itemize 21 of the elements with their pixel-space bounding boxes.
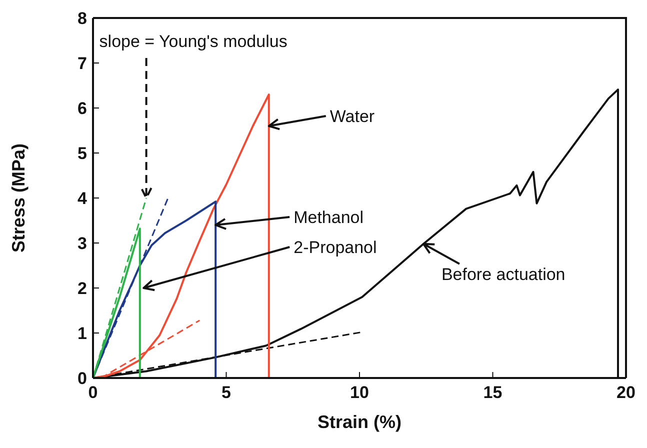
y-axis-title: Stress (MPa) <box>8 143 28 253</box>
annotation: Methanol <box>294 208 364 227</box>
annotation: Before actuation <box>441 264 566 284</box>
y-tick-label: 0 <box>78 369 87 388</box>
annotation: 2-Propanol <box>294 238 377 257</box>
y-tick-label: 5 <box>78 144 87 164</box>
x-tick-label: 10 <box>350 383 369 402</box>
y-tick-label: 7 <box>78 54 87 74</box>
y-tick-label: 1 <box>78 324 87 344</box>
y-tick-label: 6 <box>78 99 87 118</box>
y-tick-label: 8 <box>78 9 87 28</box>
y-tick-label: 4 <box>78 189 88 208</box>
x-axis-title: Strain (%) <box>317 412 402 432</box>
x-tick-label: 20 <box>616 383 636 402</box>
x-tick-label: 5 <box>222 383 231 402</box>
y-tick-label: 3 <box>78 234 87 254</box>
annotation: slope = Young's modulus <box>99 32 288 51</box>
line-series <box>93 94 270 378</box>
annotation: Water <box>330 107 375 126</box>
x-tick-label: 15 <box>483 383 502 402</box>
y-tick-label: 2 <box>78 279 87 298</box>
